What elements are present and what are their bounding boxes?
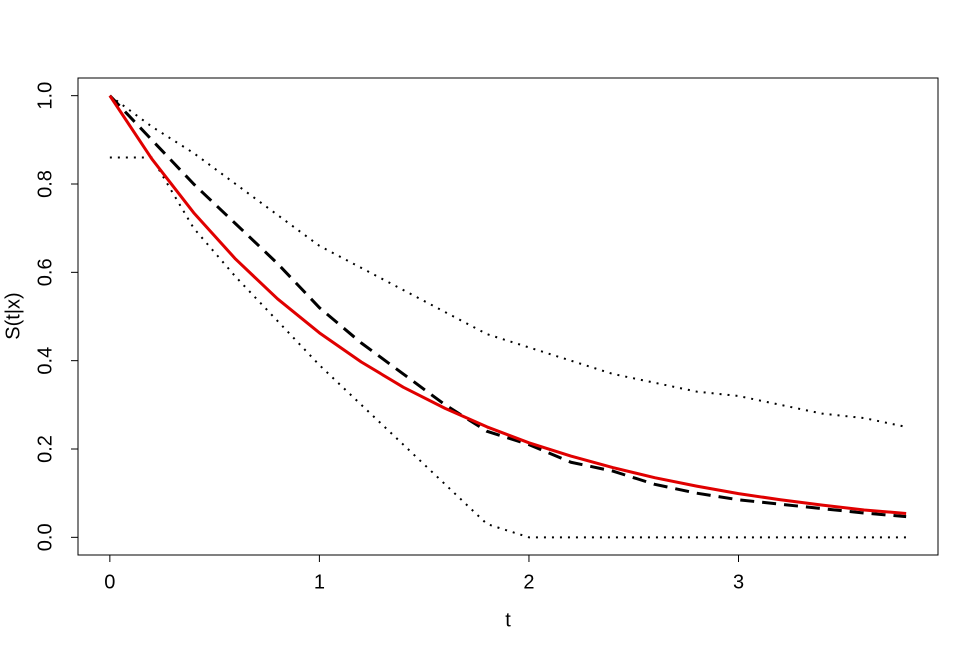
series-line xyxy=(109,94,907,428)
y-tick-label: 0.2 xyxy=(34,435,56,463)
y-axis-title: S(t|x) xyxy=(2,292,24,339)
y-tick-label: 0.0 xyxy=(34,523,56,551)
x-tick-label: 0 xyxy=(104,571,115,593)
series-line xyxy=(108,94,907,515)
x-tick-label: 2 xyxy=(523,571,534,593)
x-tick-label: 3 xyxy=(733,571,744,593)
x-axis-title: t xyxy=(505,609,511,631)
y-tick-label: 0.8 xyxy=(34,170,56,198)
plot-frame xyxy=(77,77,939,556)
y-tick-label: 0.6 xyxy=(34,258,56,286)
series-line xyxy=(109,156,907,539)
series-line xyxy=(108,94,907,519)
x-tick-label: 1 xyxy=(314,571,325,593)
y-tick-label: 1.0 xyxy=(34,82,56,110)
y-tick-label: 0.4 xyxy=(34,347,56,375)
